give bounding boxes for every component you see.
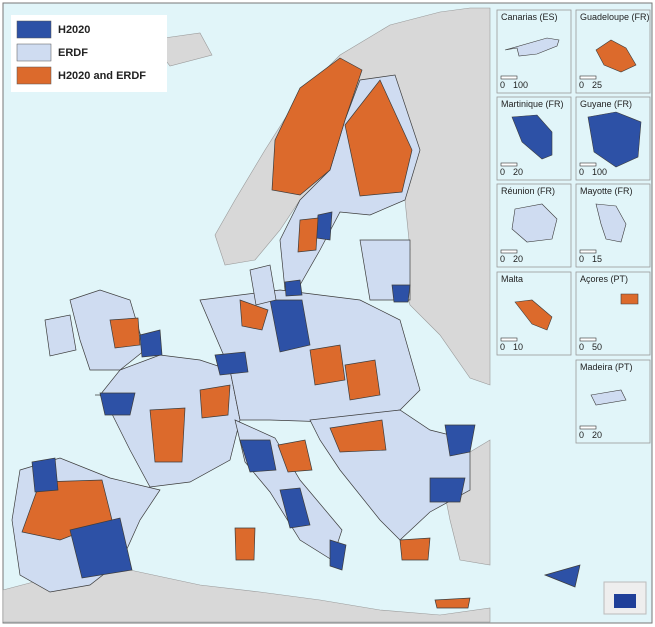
inset: Martinique (FR) 0 20 xyxy=(496,96,572,181)
region xyxy=(149,407,186,463)
scale-label: 50 xyxy=(592,342,602,352)
region xyxy=(239,439,277,473)
scale-bar xyxy=(500,337,518,342)
inset-land xyxy=(620,293,639,305)
scale-label: 25 xyxy=(592,80,602,90)
scale-label: 0 xyxy=(500,254,505,264)
inset: Guadeloupe (FR) 0 25 xyxy=(575,9,651,94)
region xyxy=(309,344,346,386)
scale-label: 0 xyxy=(579,430,584,440)
region xyxy=(284,279,303,297)
region xyxy=(214,351,249,376)
region xyxy=(434,597,471,609)
legend-label: ERDF xyxy=(58,47,88,59)
region xyxy=(249,264,277,306)
inset: Canarias (ES) 0 100 xyxy=(496,9,572,94)
scale-label: 20 xyxy=(513,254,523,264)
inset-land xyxy=(511,114,553,160)
inset: Madeira (PT) 0 20 xyxy=(575,359,651,444)
scale-bar xyxy=(500,249,518,254)
scale-label: 20 xyxy=(513,167,523,177)
region xyxy=(344,79,413,197)
inset: Açores (PT) 0 50 xyxy=(575,271,651,356)
region xyxy=(329,539,347,571)
scale-bar xyxy=(579,162,597,167)
scale-label: 10 xyxy=(513,342,523,352)
scale-bar xyxy=(579,337,597,342)
region xyxy=(199,384,231,419)
inset-title: Martinique (FR) xyxy=(501,99,564,109)
region xyxy=(277,439,313,473)
scale-label: 0 xyxy=(579,80,584,90)
inset: Malta 0 10 xyxy=(496,271,572,356)
inset-title: Guyane (FR) xyxy=(580,99,632,109)
scale-label: 100 xyxy=(592,167,607,177)
inset-land xyxy=(587,111,642,168)
region xyxy=(139,329,163,358)
eu-flag xyxy=(614,594,636,608)
scale-label: 0 xyxy=(579,254,584,264)
region xyxy=(99,392,136,416)
inset-title: Açores (PT) xyxy=(580,274,628,284)
inset-land xyxy=(590,389,627,406)
scale-bar xyxy=(579,249,597,254)
region xyxy=(69,517,133,579)
inset-title: Guadeloupe (FR) xyxy=(580,12,650,22)
inset-land xyxy=(595,203,627,243)
region xyxy=(271,57,363,196)
inset-title: Réunion (FR) xyxy=(501,186,555,196)
inset: Guyane (FR) 0 100 xyxy=(575,96,651,181)
scale-label: 0 xyxy=(579,167,584,177)
scale-bar xyxy=(500,162,518,167)
region xyxy=(279,487,311,529)
legend-label: H2020 xyxy=(58,24,90,36)
region xyxy=(444,424,476,457)
region xyxy=(69,289,146,371)
scale-label: 0 xyxy=(579,342,584,352)
scale-bar xyxy=(579,425,597,430)
legend-swatch xyxy=(16,66,52,85)
inset-land xyxy=(511,203,558,243)
region xyxy=(239,299,269,331)
inset-title: Canarias (ES) xyxy=(501,12,558,22)
eu-logo xyxy=(603,581,647,615)
scale-bar xyxy=(500,75,518,80)
region xyxy=(315,211,333,241)
region xyxy=(429,477,466,503)
region xyxy=(344,359,381,401)
inset: Mayotte (FR) 0 15 xyxy=(575,183,651,268)
scale-label: 15 xyxy=(592,254,602,264)
inset-land xyxy=(504,37,560,57)
inset-land xyxy=(595,39,637,73)
scale-label: 0 xyxy=(500,80,505,90)
region xyxy=(543,564,581,588)
inset-land xyxy=(514,299,553,331)
scale-bar xyxy=(579,75,597,80)
region xyxy=(297,217,319,253)
scale-label: 0 xyxy=(500,167,505,177)
scale-label: 0 xyxy=(500,342,505,352)
region xyxy=(109,317,141,349)
inset: Réunion (FR) 0 20 xyxy=(496,183,572,268)
inset-frame xyxy=(575,271,651,356)
region xyxy=(234,527,256,561)
region xyxy=(44,314,77,357)
region xyxy=(31,457,59,493)
region xyxy=(399,537,431,561)
legend-label: H2020 and ERDF xyxy=(58,70,146,82)
legend-swatch xyxy=(16,20,52,39)
inset-title: Malta xyxy=(501,274,523,284)
region xyxy=(391,284,411,303)
inset-title: Mayotte (FR) xyxy=(580,186,633,196)
region xyxy=(269,299,311,353)
scale-label: 20 xyxy=(592,430,602,440)
scale-label: 100 xyxy=(513,80,528,90)
inset-title: Madeira (PT) xyxy=(580,362,633,372)
region xyxy=(329,419,387,453)
regions xyxy=(11,57,581,609)
legend-swatch xyxy=(16,43,52,62)
